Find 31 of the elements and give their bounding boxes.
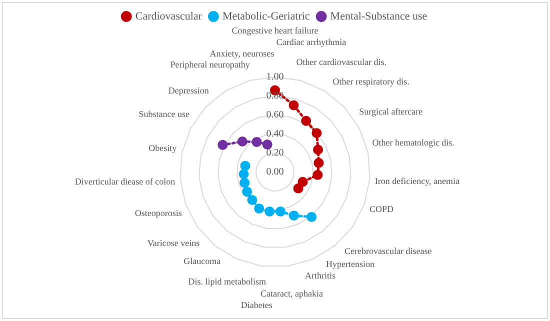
spoke-label: Congestive heart failure [232, 25, 318, 36]
spoke-label: Varicose veins [147, 238, 200, 248]
spoke-label: Cardiac arrhythmia [276, 37, 346, 48]
legend-label: Metabolic-Geriatric [222, 10, 310, 22]
y-tick-label: 0.00 [266, 166, 284, 178]
spoke-label: Osteoporosis [134, 208, 182, 218]
legend-label: Mental-Substance use [330, 10, 428, 22]
y-tick-label: 0.40 [266, 128, 284, 140]
spoke-label: Other hematologic dis. [372, 138, 454, 148]
spoke-label: Peripheral neuropathy [170, 60, 250, 70]
spoke-label: Arthritis [305, 270, 336, 281]
legend-label: Cardiovascular [135, 10, 202, 22]
spoke-label: Anxiety, neuroses [210, 48, 275, 58]
y-tick-label: 0.60 [266, 110, 284, 121]
spoke-label: Other respiratory dis. [332, 76, 410, 87]
y-tick-label: 0.20 [266, 148, 284, 159]
spoke-label: Hypertension [326, 258, 375, 269]
spoke-label: Iron deficiency, anemia [374, 176, 460, 186]
spoke-label: Glaucoma [184, 256, 221, 266]
spoke-label: Substance use [138, 108, 190, 119]
spoke-label: COPD [369, 204, 394, 214]
y-tick-label: 1.00 [266, 72, 284, 83]
spoke-label: Dis. lipid metabolism [188, 276, 266, 286]
spoke-label: Obesity [148, 143, 178, 154]
spoke-label: Other cardiovascular dis. [296, 57, 386, 68]
spoke-label: Depression [168, 86, 210, 96]
spoke-label: Diverticular diease of colon [74, 176, 176, 187]
spoke-label: Diabetes [240, 300, 273, 310]
spoke-label: Surgical aftercare [359, 106, 423, 116]
spoke-label: Cerebrovascular disease [344, 246, 432, 256]
spoke-label: Cataract, aphakia [260, 288, 324, 298]
